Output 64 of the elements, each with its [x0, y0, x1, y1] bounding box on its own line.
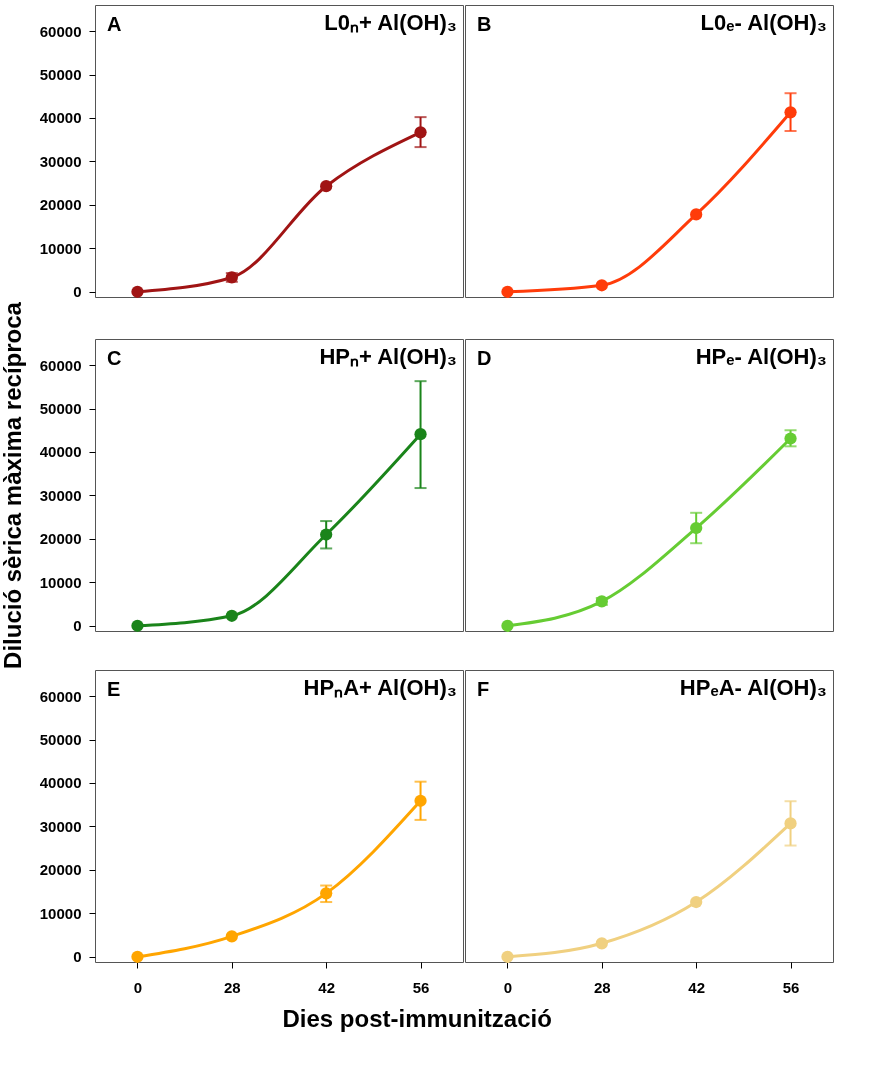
- x-tick-label: 56: [412, 978, 430, 996]
- point: [225, 609, 238, 622]
- x-axis-title: Dies post-immunització: [282, 1004, 552, 1032]
- y-tick-label: 30000: [39, 152, 82, 170]
- point: [595, 279, 608, 292]
- point: [131, 950, 144, 963]
- chart-title: HPₑ- Al(OH)₃: [695, 344, 827, 369]
- x-tick-label: 0: [133, 978, 143, 996]
- y-tick-label: 10000: [39, 573, 82, 591]
- y-tick-label: 10000: [39, 904, 82, 922]
- point: [501, 619, 514, 632]
- point: [595, 937, 608, 950]
- point: [784, 106, 797, 119]
- annotation: C: [107, 347, 122, 369]
- point: [414, 126, 427, 139]
- annotation: D: [477, 347, 492, 369]
- y-tick-label: 60000: [39, 356, 82, 374]
- point: [690, 521, 703, 535]
- y-tick-label: 0: [73, 617, 82, 635]
- x-tick-label: 28: [223, 978, 241, 996]
- y-tick-label: 50000: [39, 400, 82, 418]
- point: [131, 619, 144, 632]
- point: [501, 285, 514, 298]
- y-tick-label: 20000: [39, 861, 82, 879]
- y-tick-label: 0: [73, 948, 82, 966]
- y-tick-label: 40000: [39, 443, 82, 461]
- point: [225, 930, 238, 943]
- point: [690, 208, 703, 221]
- y-tick-label: 10000: [39, 239, 82, 257]
- y-tick-label: 30000: [39, 486, 82, 504]
- annotation: B: [477, 13, 492, 35]
- point: [414, 794, 427, 807]
- y-tick-label: 40000: [39, 774, 82, 792]
- y-tick-label: 60000: [39, 22, 82, 40]
- point: [414, 428, 427, 441]
- annotation: E: [107, 678, 121, 700]
- chart-title: HPₙ+ Al(OH)₃: [319, 344, 457, 369]
- chart-title: L0ₑ- Al(OH)₃: [700, 10, 827, 35]
- y-tick-label: 30000: [39, 817, 82, 835]
- point: [501, 950, 514, 963]
- x-tick-label: 28: [593, 978, 611, 996]
- annotation: A: [107, 13, 122, 35]
- point: [320, 180, 333, 193]
- x-tick-label: 42: [688, 978, 706, 996]
- y-axis-title: Dilució sèrica màxima recíproca: [0, 301, 26, 669]
- x-tick-label: 56: [782, 978, 800, 996]
- chart-title: L0ₙ+ Al(OH)₃: [324, 10, 457, 35]
- y-tick-label: 50000: [39, 731, 82, 749]
- point: [131, 285, 144, 298]
- x-tick-label: 0: [503, 978, 513, 996]
- y-tick-label: 20000: [39, 196, 82, 214]
- point: [784, 817, 797, 830]
- y-tick-label: 40000: [39, 109, 82, 127]
- y-tick-label: 0: [73, 283, 82, 301]
- y-tick-label: 50000: [39, 66, 82, 84]
- y-tick-label: 20000: [39, 530, 82, 548]
- point: [320, 887, 333, 900]
- chart-title: HPₙA+ Al(OH)₃: [303, 675, 457, 700]
- chart-title: HPₑA- Al(OH)₃: [679, 675, 827, 700]
- x-tick-label: 42: [318, 978, 336, 996]
- y-tick-label: 60000: [39, 687, 82, 705]
- point: [690, 895, 703, 909]
- annotation: F: [477, 678, 490, 700]
- point: [320, 528, 333, 541]
